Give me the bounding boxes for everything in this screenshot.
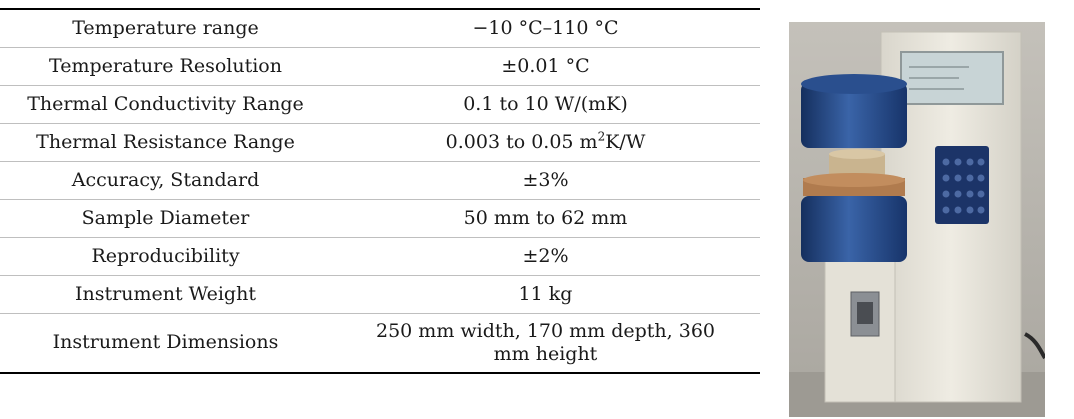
instrument-illustration [789, 22, 1045, 417]
value-cell: 50 mm to 62 mm [331, 199, 760, 238]
spec-table: Temperature range −10 °C–110 °C Temperat… [0, 8, 760, 374]
value-cell: 0.1 to 10 W/(mK) [331, 85, 760, 124]
value-cell: ±2% [331, 237, 760, 276]
value-cell: ±0.01 °C [331, 47, 760, 86]
table-row: Temperature Resolution ±0.01 °C [0, 47, 760, 86]
value-tail: K/W [605, 130, 646, 153]
value-main: 0.003 to 0.05 m [445, 130, 598, 153]
property-cell: Accuracy, Standard [0, 161, 331, 200]
value-cell: 250 mm width, 170 mm depth, 360 mm height [331, 313, 760, 374]
value-line-2: mm height [493, 342, 598, 365]
property-cell: Thermal Conductivity Range [0, 85, 331, 124]
instrument-photo [789, 22, 1045, 417]
property-cell: Thermal Resistance Range [0, 123, 331, 162]
table-row: Accuracy, Standard ±3% [0, 161, 760, 200]
value-cell: ±3% [331, 161, 760, 200]
property-cell: Reproducibility [0, 237, 331, 276]
table-row: Temperature range −10 °C–110 °C [0, 8, 760, 48]
instrument-keypad [935, 146, 989, 224]
table-row: Instrument Weight 11 kg [0, 275, 760, 314]
value-superscript: 2 [597, 129, 606, 144]
lower-plate [801, 196, 907, 262]
property-cell: Instrument Weight [0, 275, 331, 314]
property-cell: Temperature Resolution [0, 47, 331, 86]
value-cell: 0.003 to 0.05 m2K/W [331, 123, 760, 162]
upper-plate [801, 82, 907, 148]
value-cell: 11 kg [331, 275, 760, 314]
property-cell: Instrument Dimensions [0, 313, 331, 374]
value-line-1: 250 mm width, 170 mm depth, 360 [376, 319, 715, 342]
property-cell: Temperature range [0, 8, 331, 48]
value-cell: −10 °C–110 °C [331, 8, 760, 48]
table-row: Instrument Dimensions 250 mm width, 170 … [0, 313, 760, 374]
table-row: Reproducibility ±2% [0, 237, 760, 276]
table-row: Thermal Resistance Range 0.003 to 0.05 m… [0, 123, 760, 162]
photo-cable [1023, 332, 1045, 360]
table-row: Sample Diameter 50 mm to 62 mm [0, 199, 760, 238]
property-cell: Sample Diameter [0, 199, 331, 238]
table-row: Thermal Conductivity Range 0.1 to 10 W/(… [0, 85, 760, 124]
